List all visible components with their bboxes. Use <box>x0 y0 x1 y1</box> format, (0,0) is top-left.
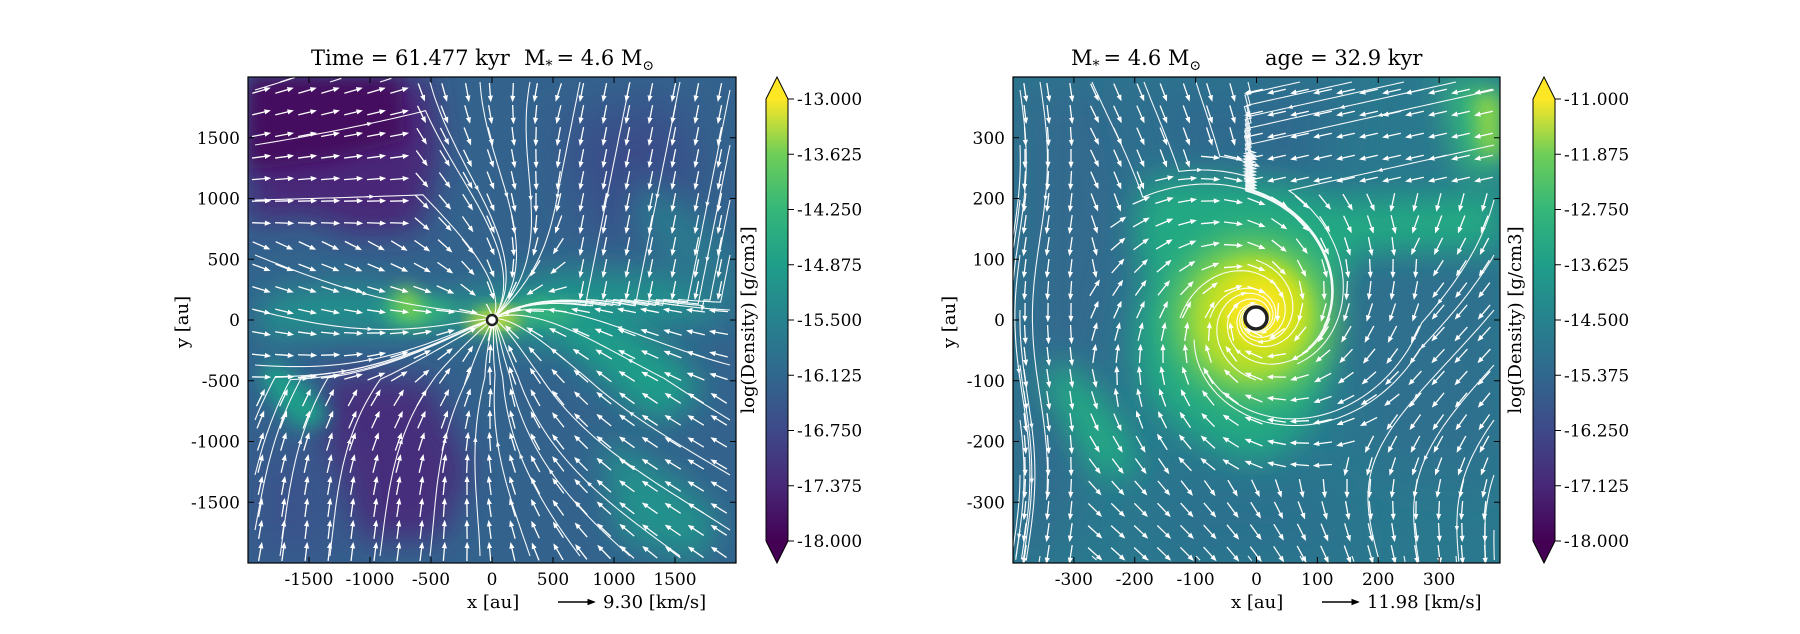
y-tick-label: -200 <box>967 433 1005 453</box>
xlabel-right: x [au] <box>1231 592 1283 613</box>
velocity-arrow <box>298 223 314 224</box>
colorbar-tick-label: -13.625 <box>797 145 862 165</box>
y-tick-label: 300 <box>973 129 1005 149</box>
ylabel-right: y [au] <box>939 296 960 349</box>
y-tick-label: -500 <box>202 372 240 392</box>
streamline-arrow <box>1018 366 1019 372</box>
velocity-arrow <box>390 223 406 224</box>
velocity-arrow <box>1071 325 1072 341</box>
colorbar-label-right: log(Density) [g/cm3] <box>1505 226 1526 413</box>
velocity-arrow <box>275 223 291 224</box>
x-tick-label: -100 <box>1177 570 1215 590</box>
colorbar-tick-label: -17.125 <box>1564 477 1629 497</box>
velocity-key-label-right: 11.98 [km/s] <box>1367 592 1482 613</box>
colorbar-tick-label: -15.375 <box>1564 366 1629 386</box>
y-tick-label: 0 <box>994 311 1005 331</box>
velocity-arrow <box>344 333 360 334</box>
y-tick-label: 1000 <box>197 190 240 210</box>
streamline-arrow <box>1045 193 1046 199</box>
x-tick-label: -500 <box>412 570 450 590</box>
y-tick-label: 200 <box>973 190 1005 210</box>
colorbar-tick-label: -16.125 <box>797 366 862 386</box>
y-tick-label: -100 <box>967 372 1005 392</box>
velocity-arrow <box>513 83 514 99</box>
ylabel-left: y [au] <box>172 296 193 349</box>
x-tick-label: -200 <box>1116 570 1154 590</box>
velocity-key-label-left: 9.30 [km/s] <box>603 592 706 613</box>
velocity-arrow <box>298 355 314 356</box>
velocity-arrow <box>1201 179 1217 180</box>
streamline <box>1456 556 1457 562</box>
velocity-arrow <box>1025 325 1026 341</box>
velocity-arrow <box>1439 501 1440 517</box>
x-tick-label: 0 <box>1251 570 1262 590</box>
x-tick-label: 0 <box>487 570 498 590</box>
x-tick-label: 200 <box>1362 570 1394 590</box>
panel-left: -1500 -1000 -500 0 500 1000 1500 1500 1000 500 0 -5… <box>172 46 862 613</box>
title-mass-right: M*= 4.6 M⊙ <box>1071 46 1201 74</box>
velocity-arrow <box>1048 479 1049 495</box>
colorbar-tick-label: -18.000 <box>1564 532 1629 552</box>
x-tick-label: 100 <box>1301 570 1333 590</box>
colorbar-ticks-left: -13.000 -13.625 -14.250 -14.875 -15.500 -16.1… <box>788 90 862 552</box>
colorbar-tick-label: -13.625 <box>1564 256 1629 276</box>
x-tick-label: 1500 <box>653 570 696 590</box>
x-tick-label: 1000 <box>592 570 635 590</box>
colorbar-ticks-right: -11.000 -11.875 -12.750 -13.625 -14.500 -15.3… <box>1555 90 1629 552</box>
streamline-arrow <box>1031 420 1032 426</box>
sink-particle-right <box>1245 307 1267 329</box>
velocity-arrow <box>1393 501 1394 517</box>
y-tick-label: -1000 <box>191 433 240 453</box>
colorbar-tick-label: -14.500 <box>1564 311 1629 331</box>
colorbar-tick-label: -14.875 <box>797 256 862 276</box>
colorbar-tick-label: -16.250 <box>1564 422 1629 442</box>
y-tick-label: 100 <box>973 250 1005 270</box>
velocity-arrow <box>1293 421 1309 422</box>
x-tick-label: 300 <box>1423 570 1455 590</box>
y-tick-label: 0 <box>229 311 240 331</box>
velocity-arrow <box>367 223 383 224</box>
streamline-arrow <box>1023 201 1024 207</box>
y-tick-label: -1500 <box>191 493 240 513</box>
velocity-arrow <box>1025 479 1026 495</box>
velocity-arrow <box>321 223 337 224</box>
title-mass-left: M*= 4.6 M⊙ <box>524 46 654 74</box>
colorbar-tick-label: -18.000 <box>797 532 862 552</box>
velocity-arrow <box>1370 259 1371 275</box>
colorbar-tick-label: -15.500 <box>797 311 862 331</box>
x-tick-label: -1000 <box>345 570 394 590</box>
velocity-arrow <box>513 105 514 121</box>
velocity-arrow <box>1324 281 1325 297</box>
velocity-arrow <box>1224 245 1240 246</box>
y-tick-label: 1500 <box>197 129 240 149</box>
colorbar-tick-label: -16.750 <box>797 422 862 442</box>
velocity-arrow <box>467 457 468 473</box>
x-tick-label: 500 <box>537 570 569 590</box>
velocity-arrow <box>252 223 268 224</box>
title-age-right: age = 32.9 kyr <box>1265 46 1423 70</box>
colorbar-tick-label: -11.875 <box>1564 145 1629 165</box>
velocity-arrow <box>1048 325 1049 341</box>
x-tick-label: -1500 <box>284 570 333 590</box>
colorbar-right <box>1533 77 1555 563</box>
colorbar-label-left: log(Density) [g/cm3] <box>738 226 759 413</box>
sink-particle-left <box>487 315 497 325</box>
colorbar-tick-label: -17.375 <box>797 477 862 497</box>
velocity-arrow <box>1071 479 1072 495</box>
colorbar-tick-label: -14.250 <box>797 201 862 221</box>
panel-right: -300 -200 -100 0 100 200 300 300 200 100 0 -100 -200… <box>939 46 1629 613</box>
colorbar-tick-label: -11.000 <box>1564 90 1629 110</box>
y-tick-label: -300 <box>967 493 1005 513</box>
velocity-arrow <box>1485 545 1486 561</box>
colorbar-left <box>766 77 788 563</box>
colorbar-tick-label: -12.750 <box>1564 201 1629 221</box>
xlabel-left: x [au] <box>467 592 519 613</box>
x-tick-label: -300 <box>1055 570 1093 590</box>
colorbar-tick-label: -13.000 <box>797 90 862 110</box>
velocity-arrow <box>344 223 360 224</box>
y-tick-label: 500 <box>208 250 240 270</box>
title-time-left: Time = 61.477 kyr <box>311 46 511 70</box>
